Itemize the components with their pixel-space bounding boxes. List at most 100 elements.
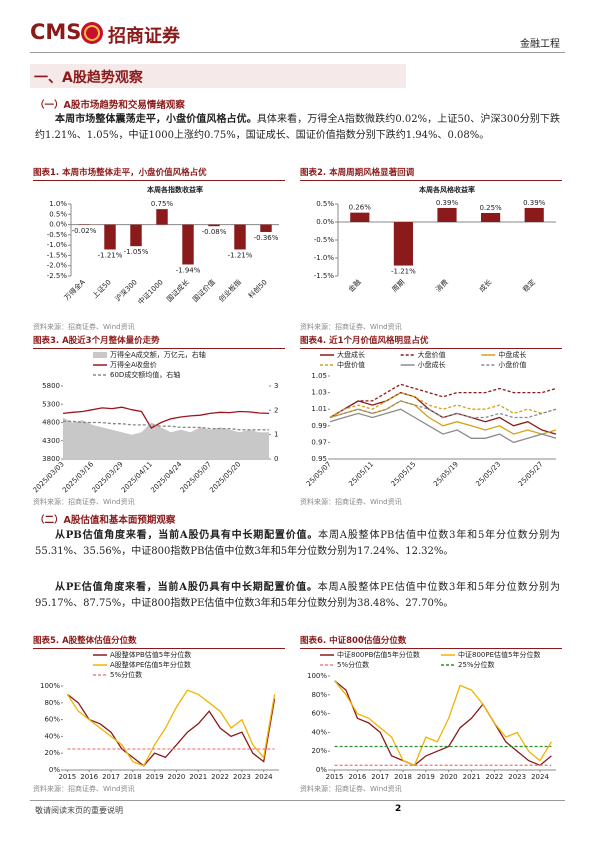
y-tick-label: -1.0% <box>314 254 335 262</box>
bar <box>350 212 370 222</box>
y-tick-label: -1.0% <box>47 241 68 249</box>
subsection-title: （一）A股市场趋势和交易情绪观察 <box>35 100 185 111</box>
x-tick-label: 消费 <box>434 277 450 293</box>
source-note: 资料来源：招商证券、Wind资讯 <box>300 498 402 506</box>
x-tick-label: 2016 <box>348 773 366 781</box>
x-tick-label: 2024 <box>531 773 549 781</box>
figure-title: 图表3. A股近3个月整体量价走势 <box>33 334 285 349</box>
y-tick-label: 3800 <box>42 455 60 463</box>
value-label: 0.26% <box>349 204 372 212</box>
figure-title: 图表1. 本周市场整体走平，小盘价值风格占优 <box>33 166 285 181</box>
x-tick-label: 万得全A <box>62 277 87 302</box>
source-note: 资料来源：招商证券、Wind资讯 <box>33 785 135 793</box>
brand: CMS <box>30 20 82 44</box>
y-tick-label: 1.01 <box>311 405 327 413</box>
figure-title: 图表5. A股整体估值分位数 <box>33 634 285 649</box>
x-tick-label: 中证1000 <box>136 277 165 306</box>
bar <box>524 207 544 222</box>
paragraph-lead: 从PE估值角度来看，当前A股仍具有中长期配置价值。 <box>55 582 318 593</box>
y-tick-label: 0.5% <box>316 200 334 208</box>
section-band <box>30 64 406 88</box>
line <box>329 400 557 435</box>
x-tick-label: 2023 <box>508 773 526 781</box>
legend-label: 万得全A收盘价 <box>110 360 157 369</box>
y-tick-label: 100% <box>307 672 327 680</box>
y-tick-label: -1.5% <box>47 251 68 259</box>
bar <box>393 222 413 266</box>
line <box>63 420 269 431</box>
x-tick-label: 2024 <box>255 773 273 781</box>
chart-title: 本周各指数收益率 <box>146 185 203 194</box>
x-tick-label: 2015 <box>58 773 76 781</box>
bar <box>260 224 272 232</box>
x-tick-label: 创业板指 <box>217 277 243 303</box>
legend-label: 中证800PE估值5年分位数 <box>458 650 540 659</box>
legend-swatch <box>93 352 107 358</box>
section-title: 一、A股趋势观察 <box>34 70 143 86</box>
y-tick-label: 4800 <box>42 419 60 427</box>
x-tick-label: 成长 <box>477 277 493 293</box>
page-number: 2 <box>395 804 402 814</box>
figure-title: 图表6. 中证800估值分位数 <box>300 634 562 649</box>
bar <box>104 224 116 250</box>
y-tick-label: 20% <box>311 747 327 755</box>
x-tick-label: 25/05/07 <box>305 460 333 488</box>
bar <box>208 224 220 227</box>
x-tick-label: 2021 <box>463 773 481 781</box>
legend-label: 25%分位数 <box>458 660 495 669</box>
line <box>329 391 557 435</box>
legend-label: 60D成交额均值，右轴 <box>110 370 180 379</box>
y-tick-label: 1.05 <box>311 372 327 380</box>
bar <box>130 224 142 247</box>
value-label: -1.21% <box>391 268 416 276</box>
source-note: 资料来源：招商证券、Wind资讯 <box>33 498 135 506</box>
value-label: -1.05% <box>124 248 149 256</box>
y-tick-label: 0.99 <box>311 422 327 430</box>
bar <box>437 207 457 222</box>
legend-label: 5%分位数 <box>110 670 142 679</box>
legend-label: 万得全A成交额，万亿元，右轴 <box>110 350 206 359</box>
y-tick-label: 5800 <box>42 382 60 390</box>
x-tick-label: 2016 <box>80 773 98 781</box>
x-tick-label: 沪深300 <box>113 277 139 303</box>
figure-title: 图表4. 近1个月价值风格明显占优 <box>300 334 562 349</box>
x-tick-label: 2017 <box>102 773 120 781</box>
brand-cn: 招商证券 <box>108 26 180 47</box>
footer-note: 敬请阅读末页的重要说明 <box>35 806 123 815</box>
x-tick-label: 2015 <box>326 773 344 781</box>
paragraph-lead: 本周市场整体震荡走平，小盘价值风格占优。 <box>55 114 257 125</box>
x-tick-label: 2023 <box>233 773 251 781</box>
bar <box>234 224 246 250</box>
line <box>66 689 276 767</box>
value-label: 0.39% <box>436 199 459 207</box>
x-tick-label: 25/05/23 <box>474 460 502 488</box>
y-tick-label: 100% <box>40 682 60 690</box>
line <box>329 400 557 419</box>
chart: 本周各指数收益率 1.0% 0.5% 0.0% -0.5% -1.0% -1.5% -2.0%… <box>47 185 279 306</box>
legend-label: 5%分位数 <box>337 660 369 669</box>
line <box>329 383 557 419</box>
x-tick-label: 2019 <box>417 773 435 781</box>
x-tick-label: 稳定 <box>521 277 537 293</box>
x-tick-label: 周期 <box>391 278 407 294</box>
figure-title: 图表2. 本周周期风格显著回调 <box>300 166 562 181</box>
line <box>334 680 552 767</box>
value-label: -0.08% <box>202 228 227 236</box>
x-tick-label: 2018 <box>124 773 142 781</box>
y-tick-label: -1.5% <box>314 272 335 280</box>
y-tick-label: 1.03 <box>311 389 327 397</box>
area <box>63 417 269 459</box>
x-tick-label: 国证价值 <box>191 277 217 303</box>
x-tick-label: 2021 <box>189 773 207 781</box>
x-tick-label: 2018 <box>394 773 412 781</box>
line <box>334 680 552 767</box>
x-tick-label: 金融 <box>346 277 362 293</box>
x-tick-label: 2025/05/20 <box>208 460 242 494</box>
logo-icon <box>81 22 103 44</box>
legend-label: 中盘价值 <box>337 360 365 369</box>
x-tick-label: 2020 <box>440 773 458 781</box>
legend-label: 大盘价值 <box>418 350 446 359</box>
bar <box>182 224 194 265</box>
